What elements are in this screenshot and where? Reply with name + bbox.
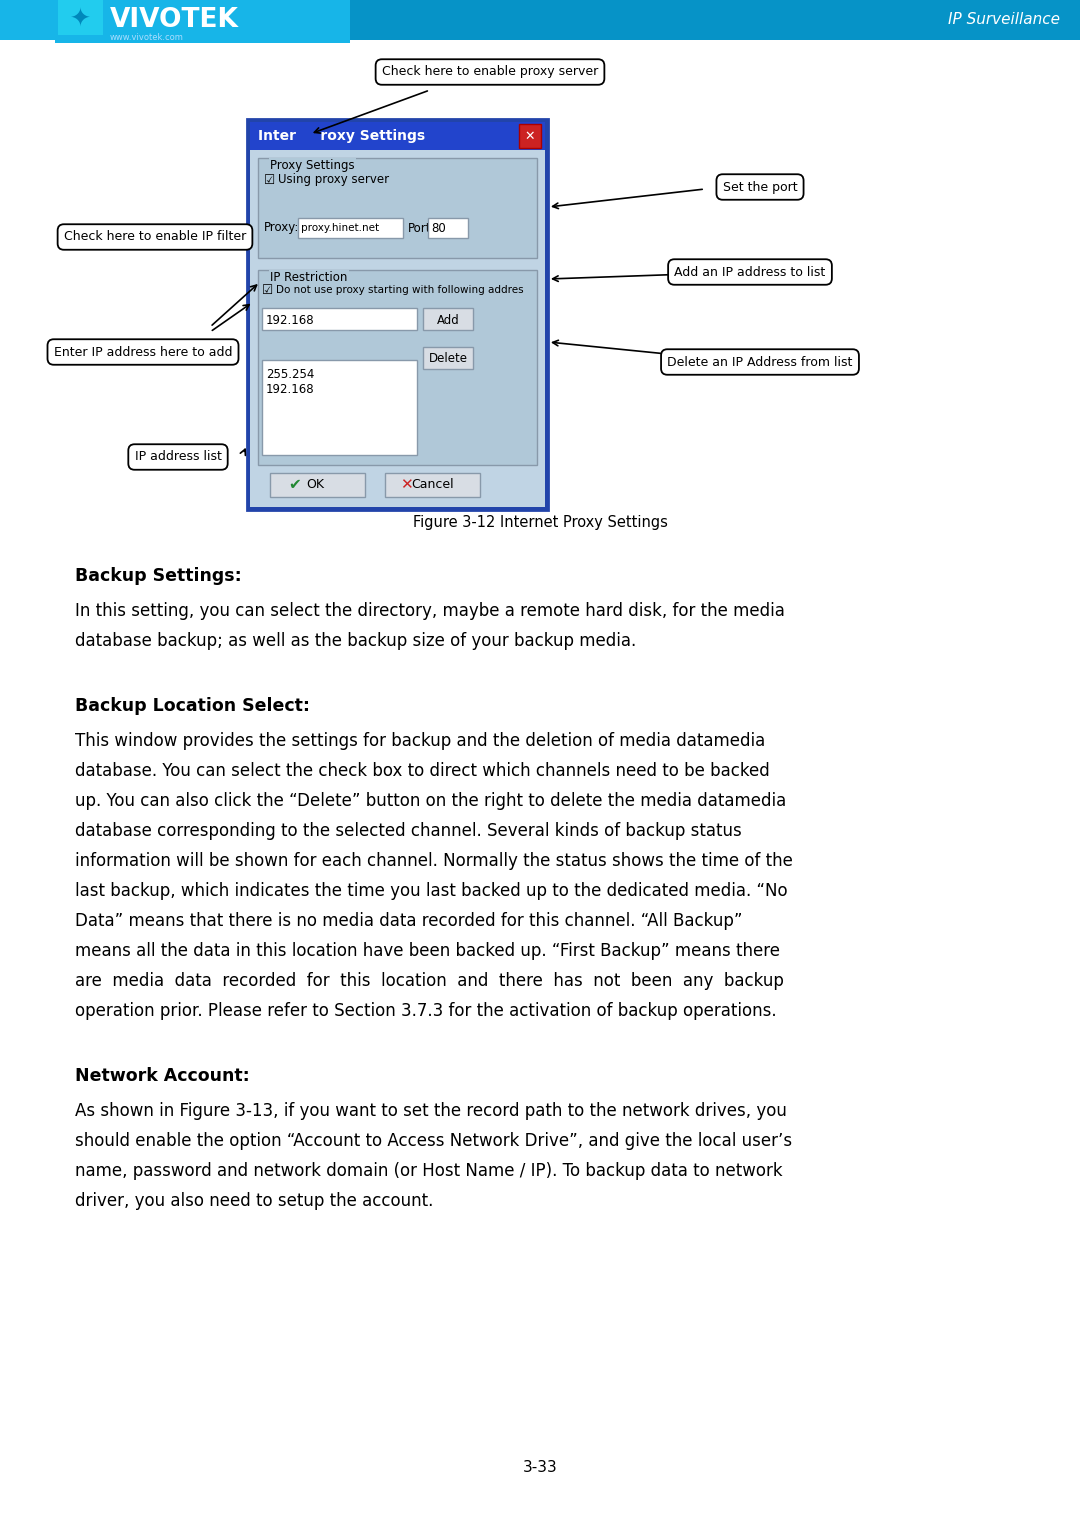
Text: ☑: ☑ — [264, 174, 275, 186]
FancyBboxPatch shape — [249, 122, 545, 507]
FancyBboxPatch shape — [423, 308, 473, 330]
Text: ☑: ☑ — [262, 284, 273, 296]
FancyBboxPatch shape — [270, 473, 365, 496]
Text: 3-33: 3-33 — [523, 1460, 557, 1475]
Text: Check here to enable proxy server: Check here to enable proxy server — [382, 66, 598, 78]
Text: up. You can also click the “Delete” button on the right to delete the media data: up. You can also click the “Delete” butt… — [75, 793, 786, 809]
FancyBboxPatch shape — [350, 0, 1080, 40]
Text: database. You can select the check box to direct which channels need to be backe: database. You can select the check box t… — [75, 762, 770, 780]
Text: Do not use proxy starting with following addres: Do not use proxy starting with following… — [276, 286, 524, 295]
Text: should enable the option “Account to Access Network Drive”, and give the local u: should enable the option “Account to Acc… — [75, 1132, 792, 1150]
Text: ✕: ✕ — [525, 130, 536, 142]
Text: Inter     roxy Settings: Inter roxy Settings — [258, 128, 426, 144]
Text: proxy.hinet.net: proxy.hinet.net — [301, 223, 379, 234]
Text: operation prior. Please refer to Section 3.7.3 for the activation of backup oper: operation prior. Please refer to Section… — [75, 1002, 777, 1020]
Text: Using proxy server: Using proxy server — [278, 174, 389, 186]
Text: 80: 80 — [431, 221, 446, 235]
FancyBboxPatch shape — [55, 0, 350, 43]
Text: IP address list: IP address list — [135, 450, 221, 464]
FancyBboxPatch shape — [298, 218, 403, 238]
FancyBboxPatch shape — [384, 473, 480, 496]
Text: Backup Settings:: Backup Settings: — [75, 567, 242, 585]
Text: database corresponding to the selected channel. Several kinds of backup status: database corresponding to the selected c… — [75, 822, 742, 840]
Text: Proxy Settings: Proxy Settings — [270, 159, 354, 173]
FancyBboxPatch shape — [262, 308, 417, 330]
Text: IP Surveillance: IP Surveillance — [948, 12, 1059, 27]
Text: ✔: ✔ — [288, 478, 300, 493]
Text: Delete an IP Address from list: Delete an IP Address from list — [667, 356, 853, 368]
FancyBboxPatch shape — [0, 0, 1080, 40]
Text: Proxy:: Proxy: — [264, 221, 299, 235]
Text: Set the port: Set the port — [723, 180, 797, 194]
Text: Add an IP address to list: Add an IP address to list — [674, 266, 825, 278]
FancyBboxPatch shape — [428, 218, 468, 238]
Text: ✕: ✕ — [400, 478, 413, 493]
Text: are  media  data  recorded  for  this  location  and  there  has  not  been  any: are media data recorded for this locatio… — [75, 973, 784, 989]
Text: Delete: Delete — [429, 351, 468, 365]
Text: This window provides the settings for backup and the deletion of media datamedia: This window provides the settings for ba… — [75, 731, 766, 750]
Text: 192.168: 192.168 — [266, 313, 314, 327]
FancyBboxPatch shape — [258, 157, 537, 258]
Text: In this setting, you can select the directory, maybe a remote hard disk, for the: In this setting, you can select the dire… — [75, 602, 785, 620]
Text: As shown in Figure 3-13, if you want to set the record path to the network drive: As shown in Figure 3-13, if you want to … — [75, 1102, 787, 1119]
FancyBboxPatch shape — [423, 347, 473, 370]
Text: Enter IP address here to add: Enter IP address here to add — [54, 345, 232, 359]
Text: last backup, which indicates the time you last backed up to the dedicated media.: last backup, which indicates the time yo… — [75, 883, 787, 899]
Text: ✦: ✦ — [69, 8, 91, 32]
Text: IP Restriction: IP Restriction — [270, 270, 348, 284]
Text: VIVOTEK: VIVOTEK — [110, 8, 239, 34]
Text: information will be shown for each channel. Normally the status shows the time o: information will be shown for each chann… — [75, 852, 793, 870]
Text: OK: OK — [306, 478, 324, 492]
Text: Backup Location Select:: Backup Location Select: — [75, 696, 310, 715]
Text: Data” means that there is no media data recorded for this channel. “All Backup”: Data” means that there is no media data … — [75, 912, 743, 930]
Text: www.vivotek.com: www.vivotek.com — [110, 32, 184, 41]
FancyBboxPatch shape — [258, 270, 537, 466]
Text: Check here to enable IP filter: Check here to enable IP filter — [64, 231, 246, 243]
Text: Port:: Port: — [408, 221, 435, 235]
FancyBboxPatch shape — [262, 360, 417, 455]
FancyBboxPatch shape — [519, 124, 541, 148]
Text: Network Account:: Network Account: — [75, 1067, 249, 1086]
FancyBboxPatch shape — [58, 0, 103, 35]
Text: Figure 3-12 Internet Proxy Settings: Figure 3-12 Internet Proxy Settings — [413, 515, 667, 530]
Text: Cancel: Cancel — [411, 478, 455, 492]
Text: driver, you also need to setup the account.: driver, you also need to setup the accou… — [75, 1193, 433, 1209]
Text: Add: Add — [436, 313, 459, 327]
FancyBboxPatch shape — [247, 119, 548, 510]
Text: means all the data in this location have been backed up. “First Backup” means th: means all the data in this location have… — [75, 942, 780, 960]
Text: database backup; as well as the backup size of your backup media.: database backup; as well as the backup s… — [75, 632, 636, 651]
Text: 255.254
192.168: 255.254 192.168 — [266, 368, 314, 395]
Text: name, password and network domain (or Host Name / IP). To backup data to network: name, password and network domain (or Ho… — [75, 1162, 783, 1180]
FancyBboxPatch shape — [249, 122, 545, 150]
